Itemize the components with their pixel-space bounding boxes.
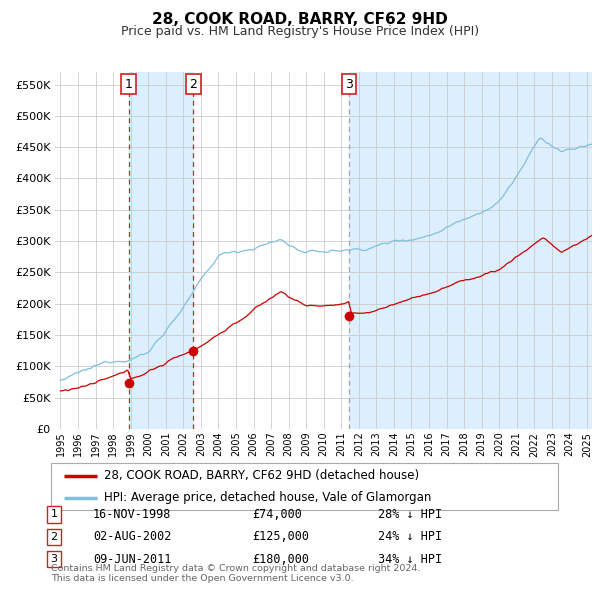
Text: 24% ↓ HPI: 24% ↓ HPI: [378, 530, 442, 543]
Text: 2: 2: [50, 532, 58, 542]
Text: Contains HM Land Registry data © Crown copyright and database right 2024.
This d: Contains HM Land Registry data © Crown c…: [51, 563, 421, 583]
Text: 02-AUG-2002: 02-AUG-2002: [93, 530, 172, 543]
Text: 1: 1: [50, 510, 58, 519]
Bar: [128, 72, 193, 429]
Text: £180,000: £180,000: [252, 553, 309, 566]
Text: 34% ↓ HPI: 34% ↓ HPI: [378, 553, 442, 566]
Text: Price paid vs. HM Land Registry's House Price Index (HPI): Price paid vs. HM Land Registry's House …: [121, 25, 479, 38]
Text: HPI: Average price, detached house, Vale of Glamorgan: HPI: Average price, detached house, Vale…: [104, 491, 431, 504]
Text: £74,000: £74,000: [252, 508, 302, 521]
Text: 3: 3: [345, 78, 353, 91]
Text: 3: 3: [50, 555, 58, 564]
Text: 28, COOK ROAD, BARRY, CF62 9HD: 28, COOK ROAD, BARRY, CF62 9HD: [152, 12, 448, 27]
Text: 28% ↓ HPI: 28% ↓ HPI: [378, 508, 442, 521]
Text: 1: 1: [125, 78, 133, 91]
Text: 2: 2: [190, 78, 197, 91]
Text: 16-NOV-1998: 16-NOV-1998: [93, 508, 172, 521]
Bar: [349, 72, 592, 429]
FancyBboxPatch shape: [51, 463, 558, 510]
Text: 28, COOK ROAD, BARRY, CF62 9HD (detached house): 28, COOK ROAD, BARRY, CF62 9HD (detached…: [104, 470, 419, 483]
Text: 09-JUN-2011: 09-JUN-2011: [93, 553, 172, 566]
Text: £125,000: £125,000: [252, 530, 309, 543]
